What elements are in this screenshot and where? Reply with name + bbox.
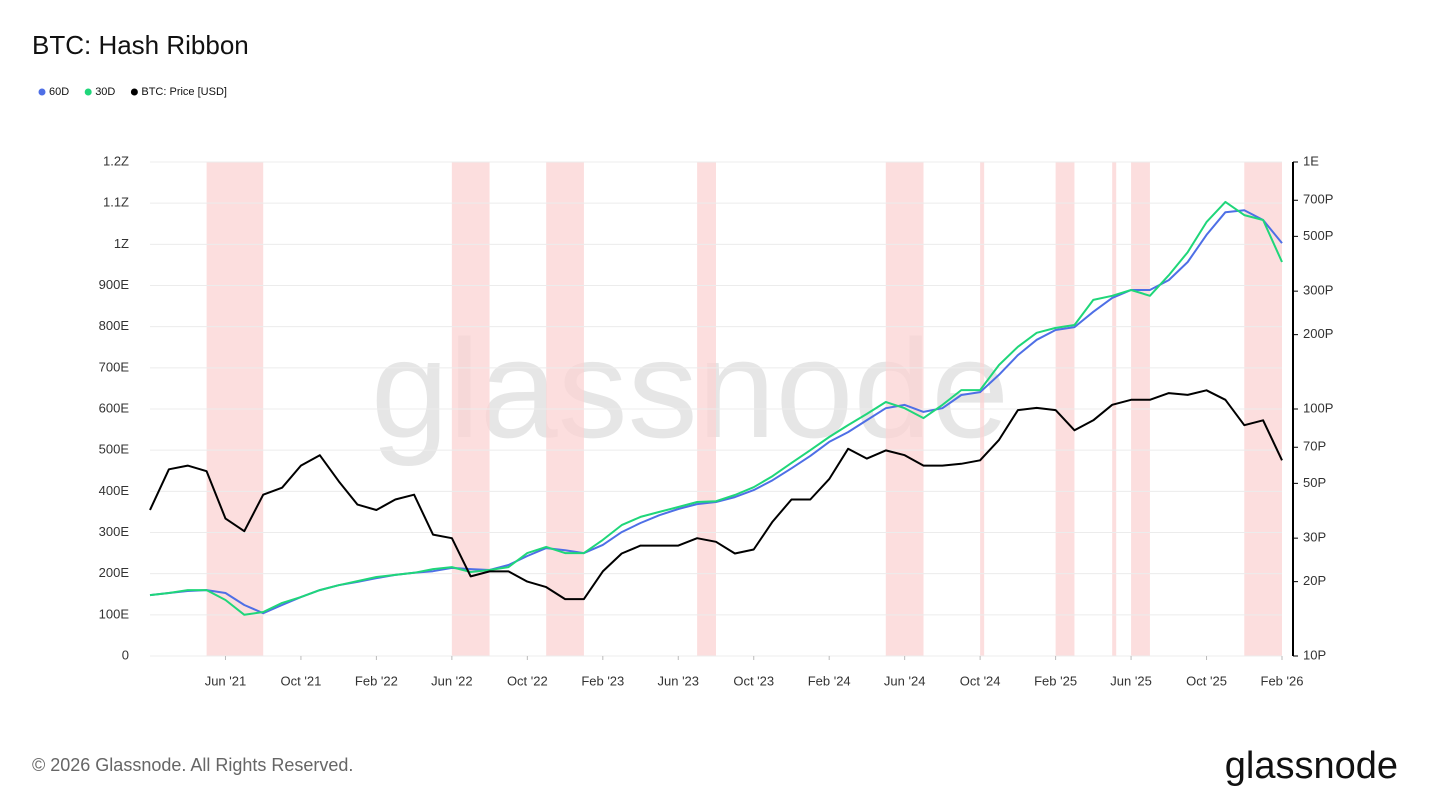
x-tick-label: Feb '26: [1261, 673, 1304, 688]
y-tick-label: 1Z: [114, 236, 129, 251]
legend-label: 30D: [95, 86, 115, 98]
y-tick-label: 300E: [99, 524, 130, 539]
y2-tick-label: 50P: [1303, 475, 1326, 490]
y-tick-label: 1.1Z: [103, 195, 129, 210]
y-tick-label: 900E: [99, 277, 130, 292]
y2-tick-label: 700P: [1303, 192, 1333, 207]
x-tick-label: Jun '25: [1110, 673, 1152, 688]
x-tick-label: Oct '22: [507, 673, 548, 688]
legend-marker: [38, 88, 46, 96]
footer: © 2026 Glassnode. All Rights Reserved.: [32, 755, 353, 775]
y2-tick-label: 20P: [1303, 573, 1326, 588]
x-tick-label: Feb '23: [581, 673, 624, 688]
y2-tick-label: 30P: [1303, 530, 1326, 545]
y2-tick-label: 1E: [1303, 153, 1319, 168]
y-tick-label: 400E: [99, 483, 130, 498]
x-tick-label: Oct '25: [1186, 673, 1227, 688]
y-tick-label: 100E: [99, 606, 130, 621]
y-tick-label: 700E: [99, 359, 130, 374]
x-tick-label: Feb '22: [355, 673, 398, 688]
y-tick-label: 800E: [99, 318, 130, 333]
legend-marker: [130, 88, 138, 96]
x-tick-label: Jun '24: [884, 673, 926, 688]
y2-tick-label: 100P: [1303, 400, 1333, 415]
x-tick-label: Feb '25: [1034, 673, 1077, 688]
x-tick-label: Jun '21: [205, 673, 247, 688]
y-tick-label: 600E: [99, 400, 130, 415]
y2-tick-label: 500P: [1303, 228, 1333, 243]
x-tick-label: Oct '24: [960, 673, 1001, 688]
logo: glassnode: [1225, 745, 1398, 787]
series-line: [149, 389, 1283, 601]
legend-label: 60D: [49, 86, 69, 98]
x-tick-label: Jun '22: [431, 673, 473, 688]
x-tick-label: Feb '24: [808, 673, 851, 688]
chart-title: BTC: Hash Ribbon: [32, 30, 249, 60]
y-tick-label: 1.2Z: [103, 153, 129, 168]
y-tick-label: 200E: [99, 565, 130, 580]
y2-tick-label: 10P: [1303, 647, 1326, 662]
y2-tick-label: 70P: [1303, 439, 1326, 454]
series-line: [149, 200, 1283, 616]
x-tick-label: Oct '23: [733, 673, 774, 688]
x-tick-label: Jun '23: [658, 673, 700, 688]
legend-marker: [84, 88, 92, 96]
y2-tick-label: 200P: [1303, 326, 1333, 341]
x-tick-label: Oct '21: [281, 673, 322, 688]
y2-tick-label: 300P: [1303, 283, 1333, 298]
y-tick-label: 500E: [99, 442, 130, 457]
y-tick-label: 0: [122, 647, 129, 662]
legend-label: BTC: Price [USD]: [141, 86, 227, 98]
